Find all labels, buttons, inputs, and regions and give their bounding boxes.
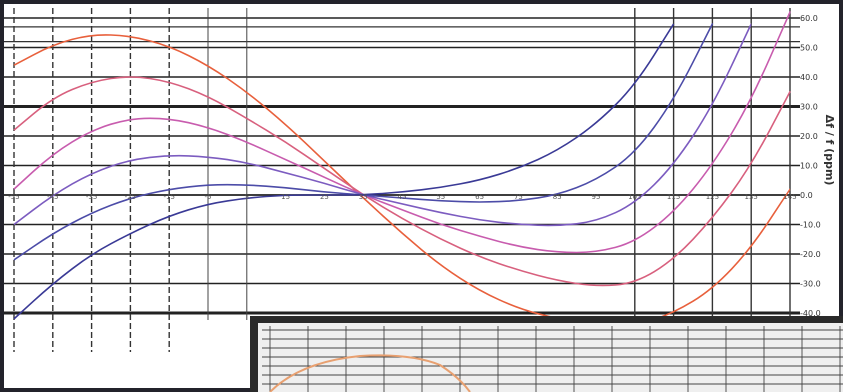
vertical-gridlines xyxy=(13,8,791,352)
x-tick-label: -5 xyxy=(205,193,212,201)
main-chart: -55 -45 -35 -25 -15 -5 5 15 25 35 45 55 65 75 85 95 105 1… xyxy=(4,8,836,352)
inset-curve xyxy=(269,354,471,392)
x-tick-label: 25 xyxy=(320,193,329,201)
y-tick-label: -20.0 xyxy=(800,250,821,259)
curve-series-1 xyxy=(13,76,791,287)
y-tick-label: 40.0 xyxy=(800,73,818,82)
inset-panel xyxy=(258,323,843,392)
frequency-curves xyxy=(13,11,791,327)
curve-series-5 xyxy=(13,23,675,320)
y-tick-label: 20.0 xyxy=(800,132,818,141)
y-tick-label: -10.0 xyxy=(800,221,821,230)
inset-chart xyxy=(250,316,843,392)
x-tick-label: 135 xyxy=(745,193,758,201)
y-tick-label: 30.0 xyxy=(800,103,818,112)
x-tick-label: 65 xyxy=(475,193,484,201)
y-tick-label: 60.0 xyxy=(800,14,818,23)
x-tick-label: 15 xyxy=(281,193,290,201)
curve-series-0 xyxy=(13,34,791,327)
x-tick-label: 45 xyxy=(398,193,407,201)
x-tick-label: 55 xyxy=(436,193,445,201)
inset-gridlines xyxy=(262,326,843,392)
x-tick-label: 85 xyxy=(553,193,562,201)
x-tick-label: 125 xyxy=(706,193,719,201)
y-tick-labels: 60.0 50.0 40.0 30.0 20.0 10.0 0.0 -10.0 -20.0 -30… xyxy=(800,14,821,318)
x-tick-labels: -55 -45 -35 -25 -15 -5 5 15 25 35 45 55 65 75 85 95 105 1… xyxy=(8,193,796,201)
y-tick-label: 0.0 xyxy=(800,191,813,200)
y-tick-label: -30.0 xyxy=(800,280,821,289)
curve-series-2 xyxy=(13,11,791,254)
x-tick-label: -15 xyxy=(163,193,174,201)
x-tick-label: 5 xyxy=(245,193,249,201)
x-tick-label: 35 xyxy=(359,193,368,201)
y-tick-label: 10.0 xyxy=(800,162,818,171)
curve-series-3 xyxy=(13,23,752,227)
x-tick-label: -45 xyxy=(47,193,58,201)
x-tick-label: -25 xyxy=(125,193,136,201)
x-tick-label: -55 xyxy=(8,193,19,201)
x-tick-label: 115 xyxy=(667,193,680,201)
x-tick-label: 145 xyxy=(783,193,796,201)
x-tick-label: -35 xyxy=(86,193,97,201)
y-tick-label: -40.0 xyxy=(800,309,821,318)
y-tick-label: 50.0 xyxy=(800,44,818,53)
x-tick-label: 75 xyxy=(514,193,523,201)
x-tick-label: 105 xyxy=(628,193,641,201)
x-tick-label: 95 xyxy=(592,193,601,201)
y-axis-label: Δf / f (ppm) xyxy=(823,115,836,186)
